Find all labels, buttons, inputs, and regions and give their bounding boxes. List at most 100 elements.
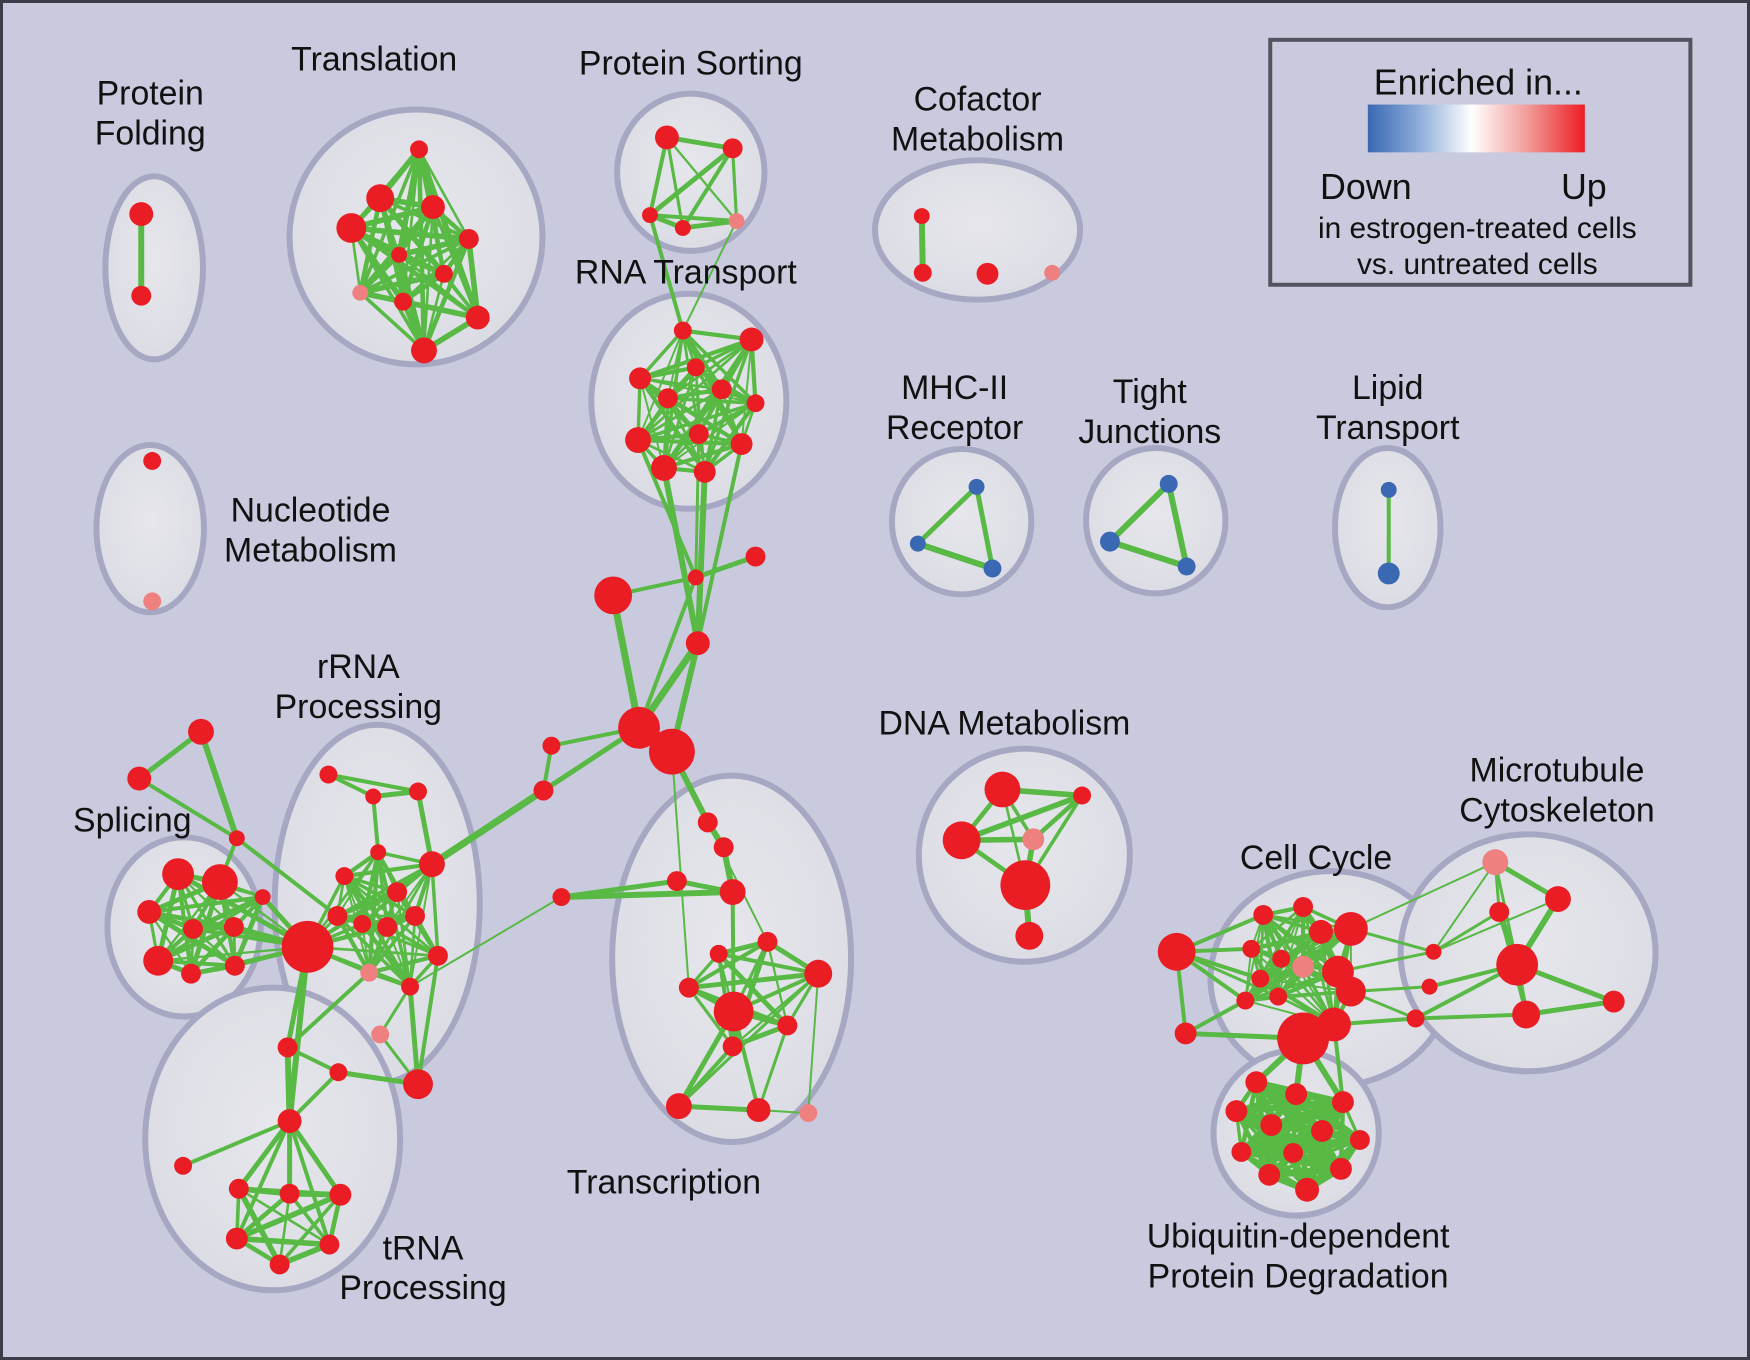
gene-set-node-ps1[interactable] [654,125,679,150]
gene-set-node-ps3[interactable] [642,207,658,224]
gene-set-node-t1[interactable] [410,140,428,159]
gene-set-node-tri3[interactable] [228,830,245,847]
gene-set-node-d3[interactable] [942,821,981,860]
gene-set-node-rr9[interactable] [353,914,372,933]
gene-set-node-rt2[interactable] [739,327,764,352]
gene-set-node-tx13[interactable] [665,1093,692,1120]
gene-set-node-m1[interactable] [968,478,985,495]
gene-set-node-tj3[interactable] [1177,557,1196,576]
gene-set-node-rr11[interactable] [405,905,425,926]
gene-set-node-cc2[interactable] [1174,1022,1197,1045]
gene-set-node-rr2[interactable] [365,788,382,805]
gene-set-node-cc4[interactable] [1293,897,1314,917]
gene-set-node-ps5[interactable] [728,213,745,229]
gene-set-node-h2[interactable] [649,728,695,775]
gene-set-node-ub5[interactable] [1260,1114,1283,1136]
gene-set-node-cc15[interactable] [1277,1012,1329,1065]
gene-set-node-ps4[interactable] [674,220,691,236]
gene-set-node-ub12[interactable] [1295,1177,1320,1202]
gene-set-node-rr16[interactable] [329,1063,348,1082]
gene-set-node-tx6[interactable] [709,944,728,963]
gene-set-node-t11[interactable] [411,337,437,364]
gene-set-node-tx1[interactable] [697,812,718,833]
gene-set-node-L1[interactable] [542,736,561,755]
gene-set-node-sp6[interactable] [143,945,174,976]
gene-set-node-ps2[interactable] [722,138,743,159]
gene-set-node-rr17[interactable] [403,1069,433,1100]
gene-set-node-nm1[interactable] [143,452,162,470]
gene-set-node-cc10[interactable] [1251,969,1270,988]
gene-set-node-tx4[interactable] [719,879,746,906]
gene-set-node-rr4[interactable] [370,844,387,861]
gene-set-node-cc3[interactable] [1253,905,1274,925]
gene-set-node-rt11[interactable] [650,454,677,481]
gene-set-node-cn2[interactable] [1421,978,1438,995]
gene-set-node-rrHub[interactable] [281,920,334,973]
gene-set-node-tx14[interactable] [746,1098,771,1123]
gene-set-node-rt4[interactable] [686,358,705,377]
gene-set-node-tx3[interactable] [666,871,687,892]
gene-set-node-tx9[interactable] [678,977,699,998]
gene-set-node-mt4[interactable] [1496,943,1539,986]
gene-set-node-d4[interactable] [1022,828,1045,851]
gene-set-node-t8[interactable] [352,284,369,301]
gene-set-node-cc1[interactable] [1157,932,1196,971]
gene-set-node-tri1[interactable] [188,718,214,745]
gene-set-node-rr7[interactable] [387,882,408,903]
gene-set-node-ub6[interactable] [1311,1120,1333,1142]
gene-set-node-c2[interactable] [687,569,704,586]
gene-set-node-cc14[interactable] [1335,976,1366,1007]
gene-set-node-tj2[interactable] [1100,531,1120,552]
gene-set-node-t3[interactable] [421,195,445,220]
gene-set-node-m2[interactable] [909,535,926,552]
gene-set-node-rr12[interactable] [427,945,448,966]
gene-set-node-tx8[interactable] [804,959,833,988]
gene-set-node-t6[interactable] [391,246,408,263]
gene-set-node-cc9[interactable] [1292,955,1315,978]
gene-set-node-ub9[interactable] [1283,1142,1304,1163]
gene-set-node-tj1[interactable] [1159,474,1178,493]
gene-set-node-ub1[interactable] [1245,1071,1268,1094]
gene-set-node-tr4[interactable] [279,1183,300,1204]
gene-set-node-cf1[interactable] [913,208,930,225]
gene-set-node-rt7[interactable] [746,394,765,413]
gene-set-node-mt1[interactable] [1482,849,1509,876]
gene-set-node-cf2[interactable] [913,263,932,282]
gene-set-node-cf4[interactable] [1044,264,1061,281]
gene-set-node-cc11[interactable] [1236,991,1255,1010]
gene-set-node-nm2[interactable] [143,592,162,611]
gene-set-node-rr15[interactable] [277,1037,298,1058]
gene-set-node-rr5[interactable] [335,867,354,886]
gene-set-node-tx12[interactable] [722,1036,743,1057]
gene-set-node-L2[interactable] [533,780,554,801]
gene-set-node-tx2[interactable] [713,837,734,858]
gene-set-node-t4[interactable] [336,213,367,243]
gene-set-node-rt5[interactable] [657,388,678,409]
gene-set-node-ub4[interactable] [1225,1100,1248,1123]
gene-set-node-ub7[interactable] [1349,1130,1370,1150]
gene-set-node-lt2[interactable] [1377,562,1400,585]
gene-set-node-t5[interactable] [458,228,479,249]
gene-set-node-rt10[interactable] [730,433,753,455]
gene-set-node-ub8[interactable] [1231,1141,1252,1162]
gene-set-node-rt1[interactable] [673,321,692,340]
gene-set-node-tr2[interactable] [174,1156,193,1175]
gene-set-node-sp2[interactable] [201,864,238,901]
gene-set-node-rr1[interactable] [319,765,338,784]
gene-set-node-m3[interactable] [983,559,1002,578]
gene-set-node-ub2[interactable] [1285,1083,1308,1106]
gene-set-node-ub10[interactable] [1329,1157,1352,1180]
gene-set-node-tr5[interactable] [329,1183,352,1206]
gene-set-node-rt8[interactable] [688,424,709,445]
gene-set-node-cf3[interactable] [976,262,999,285]
gene-set-node-cn1[interactable] [1425,943,1442,960]
gene-set-node-c4[interactable] [685,631,710,656]
gene-set-node-cc8[interactable] [1272,949,1291,968]
gene-set-node-t7[interactable] [434,264,453,283]
gene-set-node-rr18[interactable] [371,1025,390,1044]
gene-set-node-lt1[interactable] [1380,481,1397,498]
gene-set-node-pf2[interactable] [131,285,152,306]
gene-set-node-tr1[interactable] [277,1109,302,1133]
gene-set-node-tx15[interactable] [799,1104,818,1123]
gene-set-node-tx7[interactable] [757,931,778,952]
